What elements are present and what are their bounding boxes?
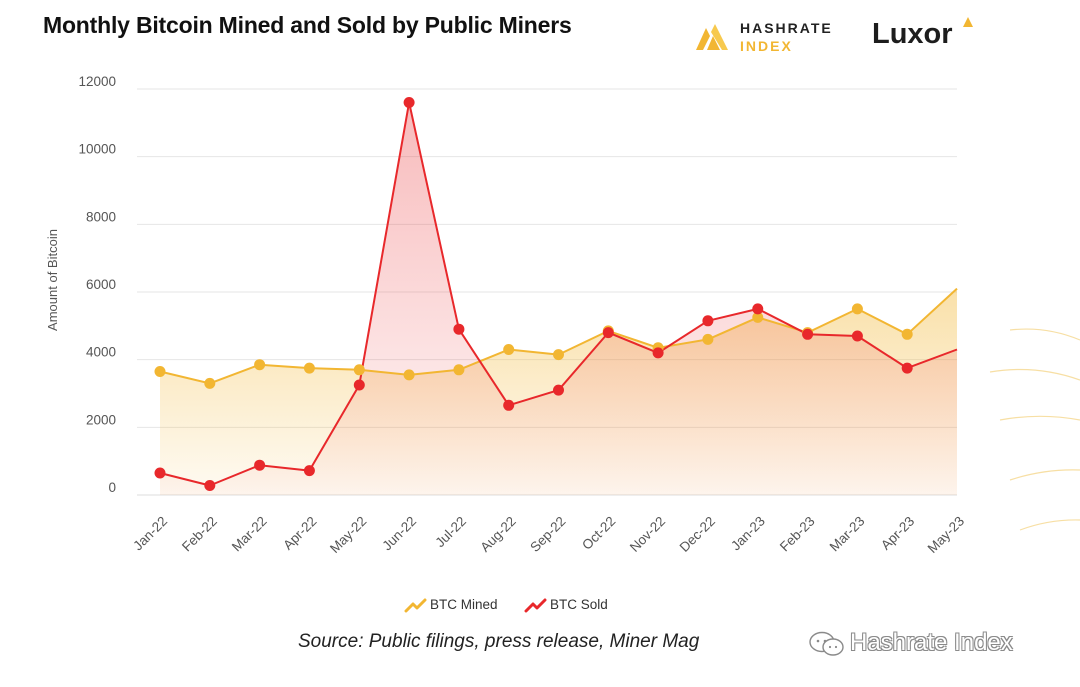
x-tick-label: Jan-22 — [130, 514, 170, 554]
series-points — [154, 97, 913, 491]
area-btc-sold — [160, 102, 957, 495]
point-btc-sold-mar-23 — [851, 330, 863, 342]
y-tick-label: 8000 — [86, 209, 116, 224]
point-btc-mined-dec-22 — [702, 333, 714, 345]
point-btc-sold-jul-22 — [453, 323, 465, 335]
point-btc-mined-sep-22 — [553, 349, 564, 361]
chart-area: 0 2000 4000 6000 8000 10000 12000 Amount of Bi… — [45, 74, 1080, 556]
chat-bubbles-icon — [809, 631, 844, 656]
point-btc-sold-oct-22 — [602, 327, 614, 339]
y-tick-labels: 0 2000 4000 6000 8000 10000 12000 — [78, 74, 116, 495]
y-tick-label: 6000 — [86, 277, 116, 292]
x-tick-label: Sep-22 — [527, 514, 568, 555]
x-tick-label: Nov-22 — [627, 514, 668, 555]
luxor-triangle-icon — [963, 17, 973, 27]
x-tick-label: Feb-22 — [179, 514, 220, 555]
chart-title: Monthly Bitcoin Mined and Sold by Public… — [43, 12, 572, 38]
point-btc-sold-sep-22 — [553, 384, 564, 396]
legend-label-btc-mined: BTC Mined — [430, 597, 498, 612]
point-btc-mined-apr-23 — [901, 328, 913, 340]
point-btc-mined-feb-22 — [204, 377, 216, 389]
point-btc-mined-may-22 — [353, 364, 365, 376]
x-tick-label: Apr-22 — [280, 514, 319, 553]
y-tick-label: 0 — [108, 480, 116, 495]
x-tick-label: Jun-22 — [379, 514, 419, 554]
x-tick-label: May-23 — [925, 514, 967, 556]
point-btc-sold-apr-22 — [303, 465, 315, 477]
x-tick-label: Jul-22 — [432, 514, 469, 551]
x-tick-label: Oct-22 — [579, 514, 618, 553]
point-btc-mined-jan-22 — [154, 366, 166, 377]
x-tick-label: Mar-23 — [827, 514, 868, 555]
y-tick-label: 12000 — [78, 74, 116, 89]
point-btc-mined-aug-22 — [503, 344, 515, 355]
x-tick-label: Jan-23 — [728, 514, 768, 554]
hashrate-logo-icon — [696, 24, 728, 50]
x-tick-label: Mar-22 — [229, 514, 270, 555]
x-tick-label: Dec-22 — [677, 514, 718, 555]
point-btc-mined-jun-22 — [403, 369, 415, 381]
point-btc-mined-jan-23 — [752, 311, 764, 323]
x-tick-label: Feb-23 — [777, 514, 818, 555]
decorative-arcs — [989, 328, 1080, 531]
point-btc-sold-feb-22 — [204, 480, 216, 491]
source-note: Source: Public filings, press release, M… — [298, 631, 700, 652]
x-tick-label: May-22 — [327, 514, 369, 556]
point-btc-mined-mar-22 — [254, 359, 266, 371]
hashrate-logo-text: HASHRATE — [740, 20, 833, 36]
point-btc-mined-apr-22 — [303, 362, 315, 374]
point-btc-sold-jan-22 — [154, 467, 166, 479]
point-btc-mined-mar-23 — [851, 303, 863, 315]
point-btc-sold-aug-22 — [503, 399, 515, 411]
point-btc-sold-mar-22 — [254, 459, 266, 471]
point-btc-sold-nov-22 — [652, 347, 664, 359]
y-tick-label: 10000 — [78, 142, 116, 157]
x-tick-labels: Jan-22 Feb-22 Mar-22 Apr-22 May-22 Jun-22 Jul-… — [130, 514, 967, 556]
point-btc-mined-jul-22 — [453, 364, 465, 376]
point-btc-sold-may-22 — [353, 379, 365, 391]
watermark-text: Hashrate Index — [850, 629, 1013, 656]
hashrate-index-logo: HASHRATE INDEX — [694, 18, 844, 58]
index-logo-text: INDEX — [740, 38, 793, 54]
point-btc-sold-jun-22 — [403, 97, 415, 108]
x-tick-label: Aug-22 — [477, 514, 518, 555]
luxor-logo-text: Luxor — [872, 18, 953, 50]
y-axis-label: Amount of Bitcoin — [45, 229, 60, 331]
legend-label-btc-sold: BTC Sold — [550, 597, 608, 612]
point-btc-sold-dec-22 — [702, 315, 714, 327]
luxor-logo: Luxor — [872, 14, 982, 58]
y-tick-label: 4000 — [86, 345, 116, 360]
point-btc-sold-feb-23 — [802, 328, 814, 340]
y-tick-label: 2000 — [86, 412, 116, 427]
point-btc-sold-jan-23 — [752, 303, 764, 315]
series-areas — [160, 102, 957, 495]
trend-up-icon — [404, 598, 427, 613]
trend-up-icon — [524, 598, 547, 613]
point-btc-sold-apr-23 — [901, 362, 913, 374]
x-tick-label: Apr-23 — [878, 514, 917, 553]
